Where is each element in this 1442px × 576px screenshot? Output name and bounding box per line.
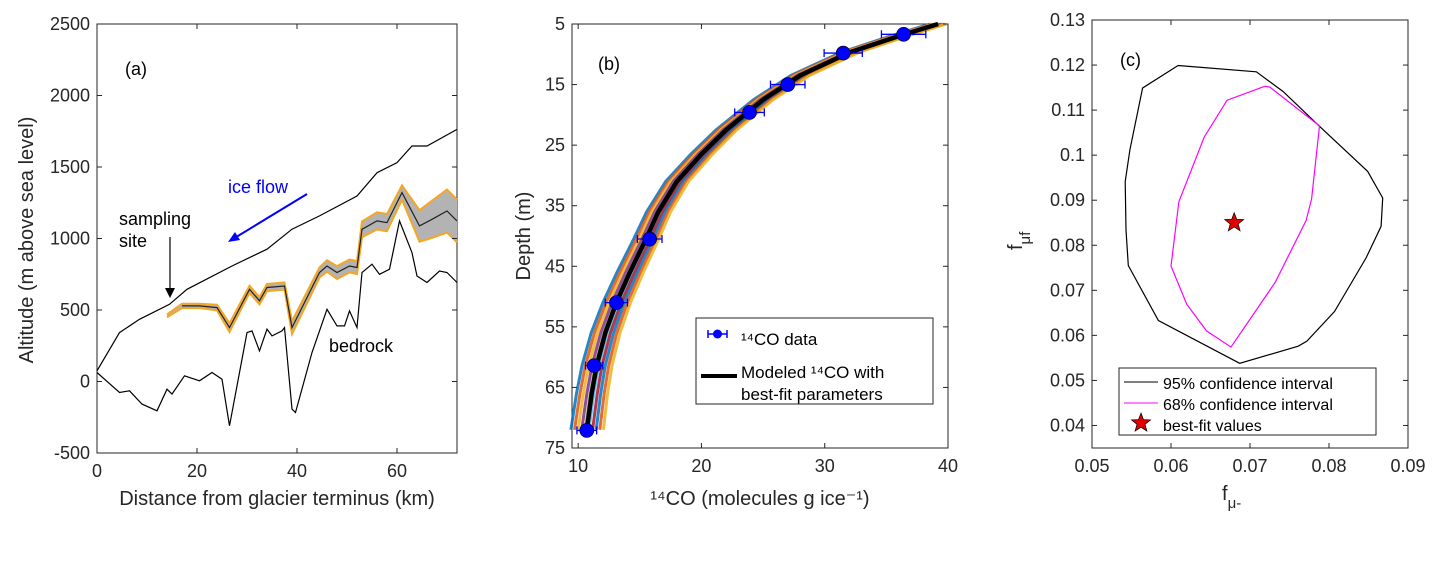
data-point [780, 77, 796, 92]
y-tick-label: 0.11 [1051, 100, 1085, 120]
legend-entry-ci68: 68% confidence interval [1163, 397, 1333, 414]
data-point [896, 26, 911, 42]
y-tick-label: 0.1 [1060, 145, 1085, 165]
legend-entry-model-line2: best-fit parameters [741, 385, 883, 404]
data-point [586, 358, 602, 373]
x-tick-label: 0.09 [1390, 456, 1425, 476]
y-tick-label: 5 [555, 14, 565, 34]
panel-b-y-axis-label: Depth (m) [513, 192, 535, 281]
panel-b-plot-area: 10 20 30 40 5 15 25 35 45 55 65 75 [545, 14, 958, 476]
x-tick-label: 0.08 [1311, 456, 1346, 476]
x-tick-label: 40 [938, 456, 958, 476]
y-tick-label: 500 [60, 300, 90, 320]
x-tick-label: 0.07 [1232, 456, 1267, 476]
y-tick-label: 15 [545, 75, 565, 95]
y-tick-label: 35 [545, 196, 565, 216]
panel-b-x-axis-label: ¹⁴CO (molecules g ice⁻¹) [650, 488, 869, 510]
panel-b: 10 20 30 40 5 15 25 35 45 55 65 75 (b) ¹⁴CO data Mo… [513, 14, 958, 510]
y-tick-label: 1000 [50, 229, 90, 249]
y-tick-label: 0.09 [1050, 190, 1085, 210]
y-tick-label: 0.05 [1050, 370, 1085, 390]
panel-b-label: (b) [598, 54, 620, 74]
y-tick-label: 65 [545, 377, 565, 397]
sampling-site-label-line2: site [119, 231, 147, 251]
data-point [835, 45, 851, 61]
data-point [579, 423, 595, 438]
panel-c-x-axis-label: fμ- [1222, 483, 1241, 512]
sampling-site-label-line1: sampling [119, 209, 191, 229]
ice-flow-arrow [228, 193, 308, 242]
y-label-base: f [1005, 244, 1027, 250]
y-tick-label: 0.06 [1050, 325, 1085, 345]
y-tick-label: 0.08 [1050, 235, 1085, 255]
y-tick-label: 0.12 [1050, 55, 1085, 75]
y-tick-label: 2500 [50, 14, 90, 34]
x-label-sub: μ- [1228, 495, 1242, 512]
best-fit-model-line [584, 21, 939, 431]
axes-box [96, 23, 458, 454]
bedrock-label: bedrock [329, 336, 394, 356]
panel-a-x-axis-label: Distance from glacier terminus (km) [119, 488, 435, 510]
x-tick-label: 60 [387, 461, 407, 481]
legend-entry-data: ¹⁴CO data [741, 330, 818, 349]
x-tick-label: 20 [187, 461, 207, 481]
x-tick-label: 30 [815, 456, 835, 476]
legend-data-marker-icon [707, 329, 728, 339]
y-tick-label: 0.13 [1050, 10, 1085, 30]
x-tick-label: 40 [287, 461, 307, 481]
y-tick-label: 0.07 [1050, 280, 1085, 300]
x-tick-label: 20 [691, 456, 711, 476]
panel-b-legend: ¹⁴CO data Modeled ¹⁴CO with best-fit par… [695, 317, 934, 405]
legend-entry-best-fit: best-fit values [1163, 418, 1262, 435]
y-tick-label: 1500 [50, 157, 90, 177]
panel-a-label: (a) [125, 59, 147, 79]
legend-entry-model-line1: Modeled ¹⁴CO with [741, 363, 884, 382]
legend-entry-ci95: 95% confidence interval [1163, 376, 1333, 393]
x-tick-label: 10 [568, 456, 588, 476]
panel-c: 0.05 0.06 0.07 0.08 0.09 0.04 0.05 0.06 0.07 0.08… [1005, 10, 1426, 512]
y-tick-label: 0.04 [1050, 415, 1085, 435]
sampling-site-arrow [165, 237, 175, 298]
x-tick-label: 0.05 [1074, 456, 1109, 476]
data-point [609, 295, 624, 310]
y-tick-label: 25 [545, 135, 565, 155]
legend-star-icon [1130, 412, 1152, 432]
best-fit-star [1223, 211, 1245, 232]
y-tick-label: 55 [545, 317, 565, 337]
panel-c-label: (c) [1120, 50, 1141, 70]
y-tick-label: 75 [545, 438, 565, 458]
x-label-base: f [1222, 483, 1228, 505]
data-point [642, 231, 657, 247]
panel-a-y-axis-label: Altitude (m above sea level) [16, 117, 38, 364]
ice-flow-label: ice flow [228, 177, 289, 197]
band-lower-edge [166, 197, 458, 338]
x-tick-label: 0.06 [1153, 456, 1188, 476]
band-upper-edge [166, 183, 458, 326]
y-tick-label: 2000 [50, 86, 90, 106]
y-tick-label: 0 [80, 372, 90, 392]
ci68-contour [1170, 85, 1321, 348]
bedrock-line [96, 218, 458, 426]
ensemble-model-line [601, 22, 948, 430]
x-tick-label: 0 [92, 461, 102, 481]
modeled-bed-line [182, 191, 458, 330]
data-point [742, 105, 757, 120]
panel-c-y-axis-label: fμf [1005, 231, 1034, 250]
y-tick-label: -500 [54, 443, 90, 463]
panel-c-legend: 95% confidence interval 68% confidence i… [1118, 367, 1377, 436]
y-label-sub: μf [1017, 231, 1034, 245]
ice-surface-line [96, 128, 458, 372]
y-tick-label: 45 [545, 256, 565, 276]
